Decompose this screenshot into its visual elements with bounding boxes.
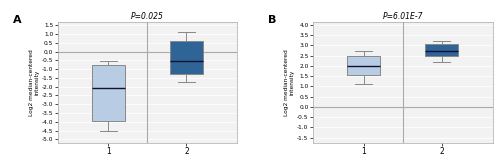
Title: P=0.025: P=0.025 — [131, 12, 164, 21]
PathPatch shape — [426, 44, 458, 56]
PathPatch shape — [347, 56, 380, 75]
Title: P=6.01E-7: P=6.01E-7 — [382, 12, 423, 21]
Text: B: B — [268, 15, 276, 25]
PathPatch shape — [92, 65, 124, 121]
Y-axis label: Log2 median-centered
intensity: Log2 median-centered intensity — [29, 49, 40, 116]
Y-axis label: Log2 median-centered
intensity: Log2 median-centered intensity — [284, 49, 295, 116]
PathPatch shape — [170, 41, 203, 74]
Text: A: A — [12, 15, 21, 25]
